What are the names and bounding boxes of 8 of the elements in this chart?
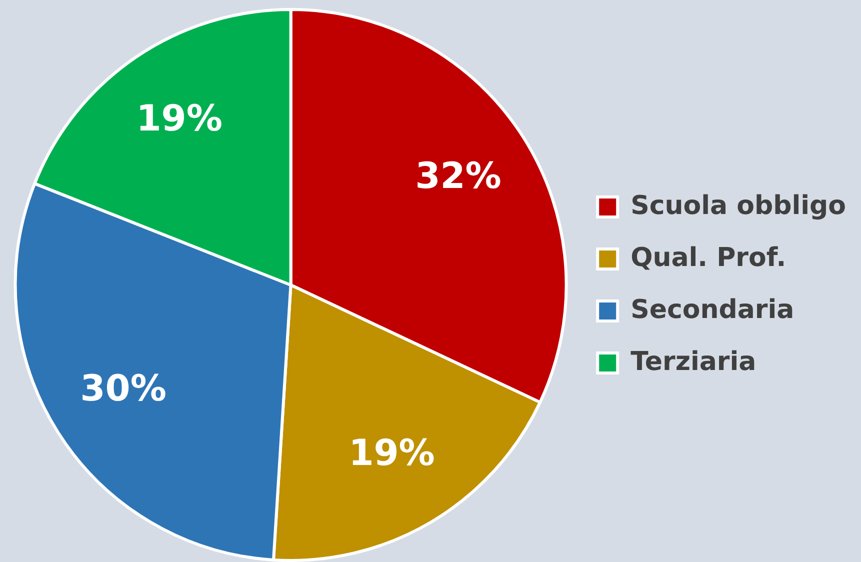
legend-label: Qual. Prof.: [630, 242, 786, 273]
legend-label: Secondaria: [630, 294, 794, 325]
data-label: 19%: [136, 98, 222, 140]
data-label: 30%: [80, 368, 166, 410]
legend-label: Scuola obbligo: [630, 190, 846, 221]
data-label: 32%: [415, 156, 502, 198]
legend-label: Terziaria: [630, 346, 756, 377]
data-label: 19%: [348, 433, 435, 474]
